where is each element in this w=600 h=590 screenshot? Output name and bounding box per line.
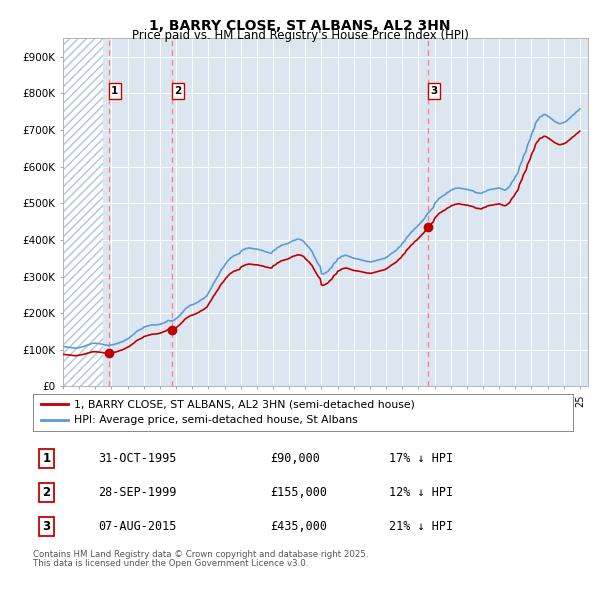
Text: 1: 1	[111, 86, 118, 96]
Text: 2: 2	[43, 486, 50, 499]
Text: 31-OCT-1995: 31-OCT-1995	[98, 452, 176, 465]
Text: 1, BARRY CLOSE, ST ALBANS, AL2 3HN: 1, BARRY CLOSE, ST ALBANS, AL2 3HN	[149, 19, 451, 33]
Text: 3: 3	[43, 520, 50, 533]
Text: 2: 2	[175, 86, 182, 96]
Text: 1, BARRY CLOSE, ST ALBANS, AL2 3HN (semi-detached house): 1, BARRY CLOSE, ST ALBANS, AL2 3HN (semi…	[74, 399, 415, 409]
Text: 07-AUG-2015: 07-AUG-2015	[98, 520, 176, 533]
Text: 17% ↓ HPI: 17% ↓ HPI	[389, 452, 454, 465]
Text: £435,000: £435,000	[271, 520, 328, 533]
Text: HPI: Average price, semi-detached house, St Albans: HPI: Average price, semi-detached house,…	[74, 415, 357, 425]
Text: Price paid vs. HM Land Registry's House Price Index (HPI): Price paid vs. HM Land Registry's House …	[131, 30, 469, 42]
Text: 12% ↓ HPI: 12% ↓ HPI	[389, 486, 454, 499]
Text: £155,000: £155,000	[271, 486, 328, 499]
Text: This data is licensed under the Open Government Licence v3.0.: This data is licensed under the Open Gov…	[33, 559, 308, 568]
Text: 1: 1	[43, 452, 50, 465]
Text: 3: 3	[430, 86, 438, 96]
Text: 21% ↓ HPI: 21% ↓ HPI	[389, 520, 454, 533]
Text: £90,000: £90,000	[271, 452, 320, 465]
Text: 28-SEP-1999: 28-SEP-1999	[98, 486, 176, 499]
Text: Contains HM Land Registry data © Crown copyright and database right 2025.: Contains HM Land Registry data © Crown c…	[33, 550, 368, 559]
